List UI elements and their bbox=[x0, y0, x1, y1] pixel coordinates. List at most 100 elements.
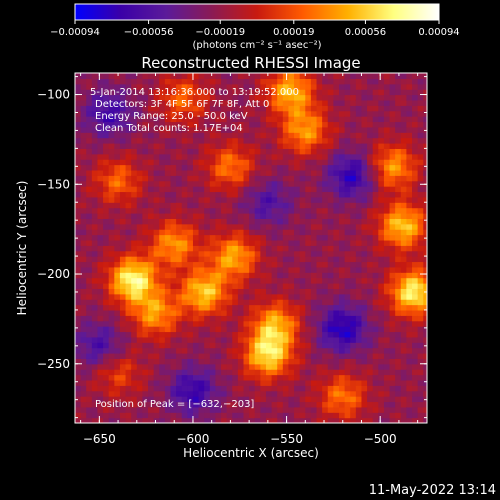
heatmap-pixel bbox=[310, 363, 318, 370]
heatmap-pixel bbox=[237, 180, 245, 187]
heatmap-pixel bbox=[187, 159, 194, 166]
heatmap-pixel bbox=[237, 299, 245, 306]
heatmap-pixel bbox=[86, 363, 93, 370]
heatmap-pixel bbox=[395, 223, 402, 230]
heatmap-pixel bbox=[282, 396, 290, 403]
heatmap-pixel bbox=[310, 396, 318, 403]
heatmap-pixel bbox=[417, 78, 424, 85]
heatmap-pixel bbox=[277, 342, 284, 349]
heatmap-pixel bbox=[367, 299, 374, 306]
heatmap-pixel bbox=[406, 266, 413, 273]
heatmap-pixel bbox=[148, 169, 155, 176]
heatmap-pixel bbox=[226, 309, 233, 316]
heatmap-pixel bbox=[108, 266, 115, 273]
heatmap-pixel bbox=[417, 374, 424, 381]
heatmap-pixel bbox=[395, 283, 402, 289]
heatmap-pixel bbox=[221, 390, 228, 397]
heatmap-pixel bbox=[192, 169, 200, 176]
heatmap-pixel bbox=[249, 164, 256, 171]
heatmap-pixel bbox=[423, 78, 427, 85]
heatmap-pixel bbox=[412, 299, 419, 306]
heatmap-pixel bbox=[114, 353, 121, 359]
heatmap-pixel bbox=[125, 261, 132, 268]
heatmap-pixel bbox=[142, 148, 149, 155]
heatmap-pixel bbox=[237, 250, 245, 257]
heatmap-pixel bbox=[221, 336, 228, 343]
heatmap-pixel bbox=[412, 331, 419, 338]
heatmap-pixel bbox=[237, 202, 245, 209]
heatmap-pixel bbox=[350, 207, 357, 214]
heatmap-pixel bbox=[316, 250, 323, 257]
heatmap-pixel bbox=[86, 126, 93, 133]
heatmap-pixel bbox=[86, 256, 93, 263]
heatmap-pixel bbox=[221, 299, 228, 306]
heatmap-pixel bbox=[170, 218, 177, 225]
heatmap-pixel bbox=[395, 121, 402, 128]
heatmap-pixel bbox=[305, 353, 312, 359]
heatmap-pixel bbox=[260, 73, 267, 79]
heatmap-pixel bbox=[372, 229, 379, 236]
heatmap-pixel bbox=[254, 239, 261, 246]
heatmap-pixel bbox=[339, 132, 346, 139]
heatmap-pixel bbox=[277, 304, 284, 311]
heatmap-pixel bbox=[400, 309, 408, 316]
heatmap-pixel bbox=[75, 159, 82, 166]
heatmap-pixel bbox=[265, 234, 273, 241]
heatmap-pixel bbox=[288, 137, 295, 144]
heatmap-pixel bbox=[412, 390, 419, 397]
heatmap-pixel bbox=[80, 239, 87, 246]
heatmap-pixel bbox=[142, 191, 149, 198]
heatmap-pixel bbox=[75, 169, 82, 176]
heatmap-pixel bbox=[80, 223, 87, 230]
heatmap-pixel bbox=[327, 283, 334, 289]
heatmap-pixel bbox=[282, 110, 290, 117]
heatmap-pixel bbox=[417, 239, 424, 246]
annotation-time-range: 5-Jan-2014 13:16:36.000 to 13:19:52.000 bbox=[90, 87, 299, 98]
heatmap-pixel bbox=[249, 191, 256, 198]
heatmap-pixel bbox=[243, 110, 250, 117]
heatmap-pixel bbox=[103, 396, 110, 403]
heatmap-pixel bbox=[367, 309, 374, 316]
heatmap-pixel bbox=[372, 78, 379, 85]
heatmap-pixel bbox=[378, 256, 385, 263]
heatmap-pixel bbox=[372, 239, 379, 246]
heatmap-pixel bbox=[136, 83, 144, 90]
heatmap-pixel bbox=[344, 320, 351, 327]
heatmap-pixel bbox=[176, 320, 183, 327]
heatmap-pixel bbox=[310, 121, 318, 128]
heatmap-pixel bbox=[288, 229, 295, 236]
heatmap-pixel bbox=[232, 180, 239, 187]
heatmap-pixel bbox=[192, 89, 200, 96]
heatmap-pixel bbox=[249, 261, 256, 268]
heatmap-pixel bbox=[383, 229, 391, 236]
heatmap-pixel bbox=[131, 78, 138, 85]
heatmap-pixel bbox=[378, 261, 385, 268]
heatmap-pixel bbox=[254, 331, 261, 338]
heatmap-pixel bbox=[406, 164, 413, 171]
heatmap-pixel bbox=[119, 153, 127, 160]
heatmap-pixel bbox=[383, 363, 391, 370]
heatmap-pixel bbox=[103, 353, 110, 359]
heatmap-pixel bbox=[265, 126, 273, 133]
heatmap-pixel bbox=[265, 309, 273, 316]
heatmap-pixel bbox=[103, 137, 110, 144]
heatmap-pixel bbox=[86, 347, 93, 354]
heatmap-pixel bbox=[114, 186, 121, 193]
heatmap-pixel bbox=[125, 116, 132, 123]
heatmap-pixel bbox=[249, 153, 256, 160]
heatmap-pixel bbox=[299, 132, 306, 139]
heatmap-pixel bbox=[271, 266, 278, 273]
heatmap-pixel bbox=[209, 363, 217, 370]
heatmap-pixel bbox=[164, 299, 172, 306]
heatmap-pixel bbox=[192, 116, 200, 123]
heatmap-pixel bbox=[187, 73, 194, 79]
heatmap-pixel bbox=[176, 121, 183, 128]
heatmap-pixel bbox=[333, 110, 340, 117]
heatmap-pixel bbox=[192, 186, 200, 193]
heatmap-pixel bbox=[350, 347, 357, 354]
heatmap-pixel bbox=[75, 288, 82, 295]
heatmap-pixel bbox=[383, 175, 391, 182]
heatmap-pixel bbox=[310, 379, 318, 386]
heatmap-pixel bbox=[103, 250, 110, 257]
heatmap-pixel bbox=[282, 159, 290, 166]
